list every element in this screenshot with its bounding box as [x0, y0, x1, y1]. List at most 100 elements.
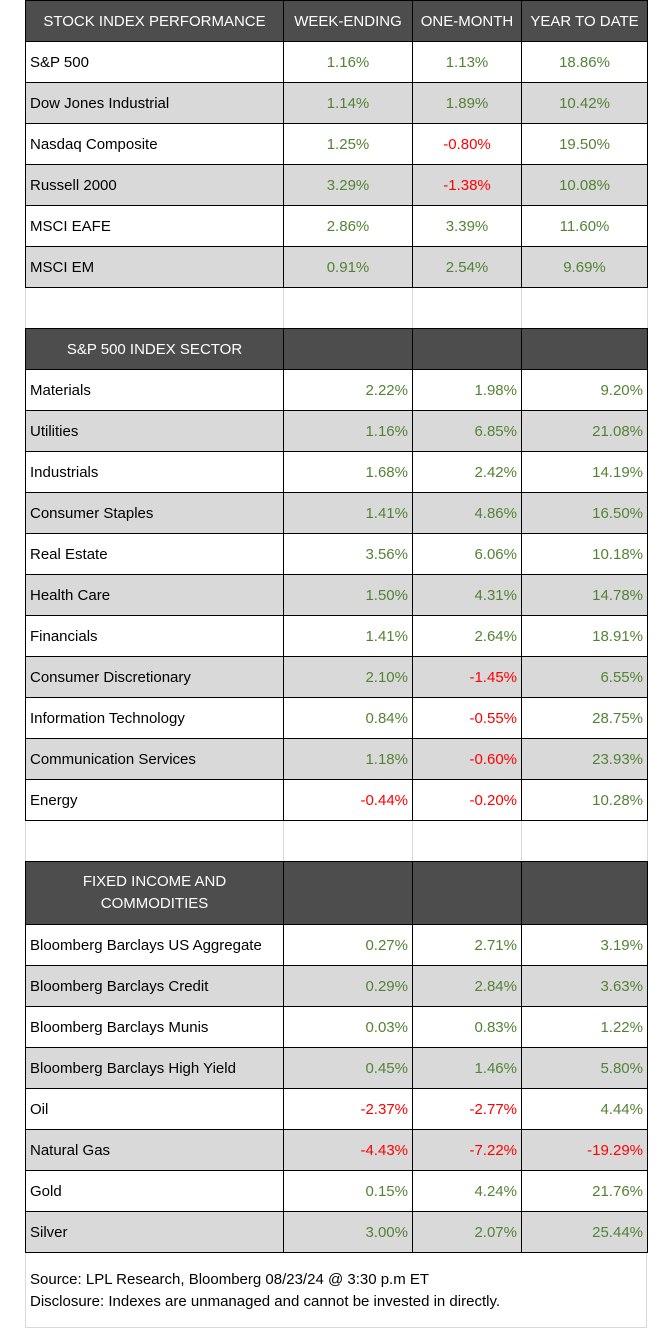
row-label: Bloomberg Barclays Munis [25, 1006, 284, 1048]
value-ytd: 18.86% [521, 41, 648, 83]
value-ytd: 28.75% [521, 697, 648, 739]
value-ytd: 14.19% [521, 451, 648, 493]
fixed-income-header-row: FIXED INCOME AND COMMODITIES [25, 861, 648, 925]
row-label: MSCI EM [25, 246, 284, 288]
year-to-date-header: YEAR TO DATE [521, 0, 648, 42]
row-label: Natural Gas [25, 1129, 284, 1171]
value-ytd: 9.20% [521, 369, 648, 411]
table-row: Materials 2.22% 1.98% 9.20% [25, 369, 648, 411]
week-ending-header: WEEK-ENDING [283, 0, 413, 42]
performance-table: STOCK INDEX PERFORMANCE WEEK-ENDING ONE-… [25, 0, 648, 1253]
table-row: Bloomberg Barclays High Yield 0.45% 1.46% 5… [25, 1047, 648, 1089]
value-ytd: 21.76% [521, 1170, 648, 1212]
value-month: 4.24% [412, 1170, 522, 1212]
row-label: Gold [25, 1170, 284, 1212]
value-ytd: -19.29% [521, 1129, 648, 1171]
row-label: Russell 2000 [25, 164, 284, 206]
value-month: -0.20% [412, 779, 522, 821]
value-ytd: 25.44% [521, 1211, 648, 1253]
value-week: 2.10% [283, 656, 413, 698]
stock-section-title: STOCK INDEX PERFORMANCE [25, 0, 284, 42]
value-month: 1.13% [412, 41, 522, 83]
table-row: Russell 2000 3.29% -1.38% 10.08% [25, 164, 648, 206]
value-week: -2.37% [283, 1088, 413, 1130]
header-blank-cell [521, 861, 648, 925]
one-month-header: ONE-MONTH [412, 0, 522, 42]
table-row: MSCI EM 0.91% 2.54% 9.69% [25, 246, 648, 288]
value-week: 1.16% [283, 410, 413, 452]
row-label: Nasdaq Composite [25, 123, 284, 165]
row-label: Silver [25, 1211, 284, 1253]
table-row: Utilities 1.16% 6.85% 21.08% [25, 410, 648, 452]
stock-header-row: STOCK INDEX PERFORMANCE WEEK-ENDING ONE-… [25, 0, 648, 42]
sector-header-row: S&P 500 INDEX SECTOR [25, 328, 648, 370]
header-blank-cell [412, 861, 522, 925]
value-month: -2.77% [412, 1088, 522, 1130]
table-row: Dow Jones Industrial 1.14% 1.89% 10.42% [25, 82, 648, 124]
table-row: Natural Gas -4.43% -7.22% -19.29% [25, 1129, 648, 1171]
value-week: 0.84% [283, 697, 413, 739]
value-month: 6.06% [412, 533, 522, 575]
value-ytd: 10.28% [521, 779, 648, 821]
value-month: 1.98% [412, 369, 522, 411]
table-row: S&P 500 1.16% 1.13% 18.86% [25, 41, 648, 83]
value-month: -1.38% [412, 164, 522, 206]
value-month: 2.42% [412, 451, 522, 493]
row-label: Information Technology [25, 697, 284, 739]
header-blank-cell [283, 328, 413, 370]
value-week: 0.29% [283, 965, 413, 1007]
row-label: S&P 500 [25, 41, 284, 83]
value-ytd: 5.80% [521, 1047, 648, 1089]
table-row: Financials 1.41% 2.64% 18.91% [25, 615, 648, 657]
value-ytd: 16.50% [521, 492, 648, 534]
value-ytd: 10.18% [521, 533, 648, 575]
source-note: Source: LPL Research, Bloomberg 08/23/24… [30, 1271, 430, 1288]
table-row: MSCI EAFE 2.86% 3.39% 11.60% [25, 205, 648, 247]
value-week: -0.44% [283, 779, 413, 821]
header-blank-cell [521, 328, 648, 370]
row-label: Communication Services [25, 738, 284, 780]
value-month: 4.31% [412, 574, 522, 616]
value-ytd: 23.93% [521, 738, 648, 780]
footer-notes: Source: LPL Research, Bloomberg 08/23/24… [25, 1253, 647, 1328]
value-month: -7.22% [412, 1129, 522, 1171]
value-week: 2.86% [283, 205, 413, 247]
value-ytd: 4.44% [521, 1088, 648, 1130]
row-label: Utilities [25, 410, 284, 452]
table-row: Consumer Discretionary 2.10% -1.45% 6.55% [25, 656, 648, 698]
value-month: 2.54% [412, 246, 522, 288]
row-label: MSCI EAFE [25, 205, 284, 247]
value-ytd: 11.60% [521, 205, 648, 247]
value-ytd: 14.78% [521, 574, 648, 616]
row-label: Energy [25, 779, 284, 821]
table-row: Information Technology 0.84% -0.55% 28.75% [25, 697, 648, 739]
performance-report: STOCK INDEX PERFORMANCE WEEK-ENDING ONE-… [25, 0, 648, 1328]
section-spacer [25, 287, 648, 329]
value-week: 0.91% [283, 246, 413, 288]
value-ytd: 3.63% [521, 965, 648, 1007]
row-label: Consumer Staples [25, 492, 284, 534]
row-label: Oil [25, 1088, 284, 1130]
value-month: -0.55% [412, 697, 522, 739]
value-week: 3.29% [283, 164, 413, 206]
table-row: Bloomberg Barclays Credit 0.29% 2.84% 3.63% [25, 965, 648, 1007]
table-row: Communication Services 1.18% -0.60% 23.93% [25, 738, 648, 780]
value-week: 1.41% [283, 492, 413, 534]
value-week: 3.00% [283, 1211, 413, 1253]
table-row: Real Estate 3.56% 6.06% 10.18% [25, 533, 648, 575]
value-week: 0.27% [283, 924, 413, 966]
value-month: 2.07% [412, 1211, 522, 1253]
value-week: 1.41% [283, 615, 413, 657]
value-ytd: 1.22% [521, 1006, 648, 1048]
value-week: 2.22% [283, 369, 413, 411]
value-month: 2.64% [412, 615, 522, 657]
value-ytd: 10.08% [521, 164, 648, 206]
value-week: 1.50% [283, 574, 413, 616]
row-label: Bloomberg Barclays Credit [25, 965, 284, 1007]
row-label: Industrials [25, 451, 284, 493]
table-row: Energy -0.44% -0.20% 10.28% [25, 779, 648, 821]
row-label: Dow Jones Industrial [25, 82, 284, 124]
table-row: Oil -2.37% -2.77% 4.44% [25, 1088, 648, 1130]
value-month: 4.86% [412, 492, 522, 534]
header-blank-cell [283, 861, 413, 925]
